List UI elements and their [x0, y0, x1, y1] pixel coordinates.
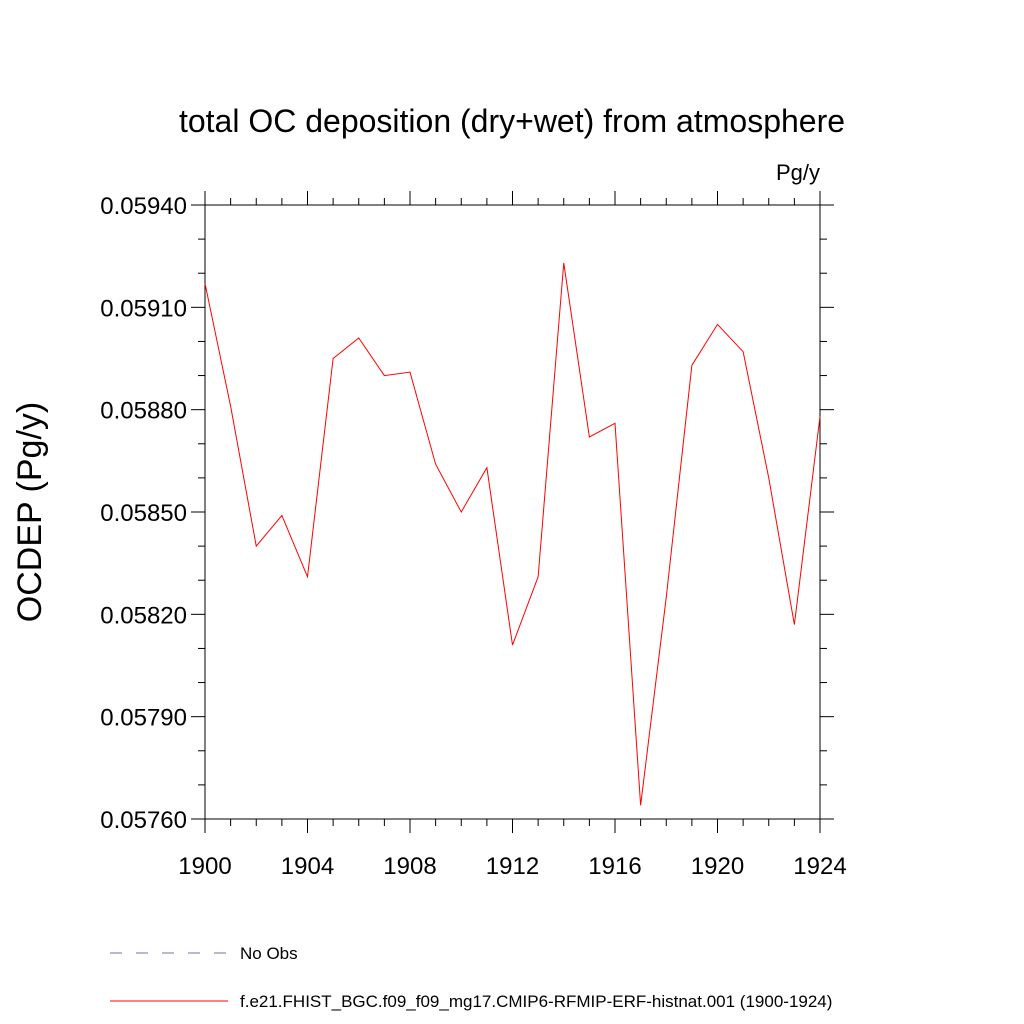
y-axis-ticks: 0.05760 0.05790 0.05820 0.05850 0.05880 0.059…: [100, 193, 834, 834]
x-tick-label: 1904: [281, 853, 334, 880]
x-tick-label: 1908: [383, 853, 436, 880]
series-line: [204, 262, 821, 806]
x-tick-label: 1900: [178, 853, 231, 880]
x-tick-label: 1920: [691, 853, 744, 880]
legend: No Obs f.e21.FHIST_BGC.f09_f09_mg17.CMIP6…: [110, 944, 832, 1011]
plot-border: [204, 204, 821, 820]
legend-label: f.e21.FHIST_BGC.f09_f09_mg17.CMIP6-RFMIP…: [240, 992, 832, 1011]
x-tick-label: 1916: [588, 853, 641, 880]
units-label: Pg/y: [776, 160, 820, 185]
y-tick-label: 0.05880: [100, 398, 187, 425]
y-tick-label: 0.05910: [100, 295, 187, 322]
x-tick-label: 1912: [486, 853, 539, 880]
y-tick-label: 0.05760: [100, 807, 187, 834]
x-axis-ticks: 1900 1904 1908 1912 1916 1920 1924: [178, 191, 847, 880]
chart-title: total OC deposition (dry+wet) from atmos…: [179, 103, 845, 139]
y-tick-label: 0.05790: [100, 705, 187, 732]
series-layer: [204, 262, 821, 806]
y-tick-label: 0.05850: [100, 500, 187, 527]
plot-frame: [204, 204, 821, 820]
y-axis-label: OCDEP (Pg/y): [11, 402, 49, 622]
y-tick-label: 0.05940: [100, 193, 187, 220]
y-tick-label: 0.05820: [100, 602, 187, 629]
x-tick-label: 1924: [793, 853, 846, 880]
legend-label: No Obs: [240, 944, 298, 963]
